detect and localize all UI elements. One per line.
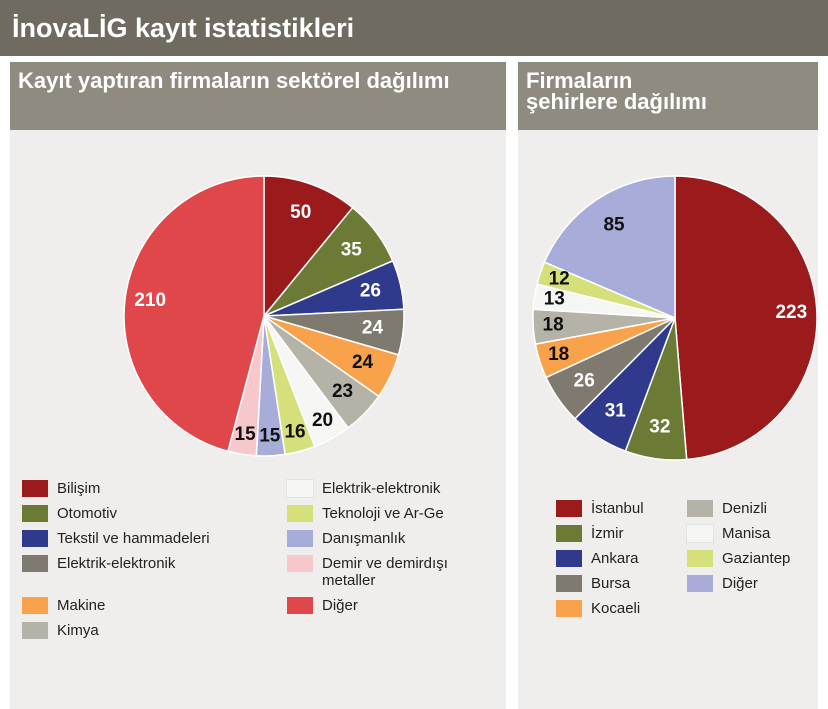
legend-label: Danışmanlık — [322, 530, 406, 547]
legend-swatch — [686, 524, 714, 543]
legend-item: Diğer — [687, 575, 827, 592]
legend-swatch — [22, 555, 48, 572]
data-label: 32 — [649, 417, 670, 438]
data-label: 85 — [603, 215, 625, 236]
legend-label: Otomotiv — [57, 505, 118, 522]
page-title: İnovaLİG kayıt istatistikleri — [0, 0, 828, 56]
legend-swatch — [287, 555, 313, 572]
legend-label: Teknoloji ve Ar-Ge — [322, 505, 444, 522]
data-label: 15 — [259, 425, 281, 446]
legend-item: Teknoloji ve Ar-Ge — [287, 505, 502, 522]
legend-label: Denizli — [722, 500, 768, 517]
chart-title: Kayıt yaptıran firmaların sektörel dağıl… — [10, 62, 506, 130]
legend-swatch — [287, 505, 313, 522]
legend-label: Kocaeli — [591, 600, 641, 617]
legend-label: Bursa — [591, 575, 631, 592]
legend-label: İzmir — [591, 525, 624, 542]
legend-label: Manisa — [722, 525, 771, 542]
legend-swatch — [687, 550, 713, 567]
legend-item: İstanbul — [556, 500, 687, 517]
legend: Bilişim Otomotiv Tekstil ve hammadeleri Ele… — [22, 479, 502, 639]
legend-item: Gaziantep — [687, 550, 827, 567]
legend-swatch — [687, 500, 713, 517]
legend-swatch — [22, 622, 48, 639]
pie-slice — [123, 175, 265, 453]
legend-item: Otomotiv — [22, 505, 287, 522]
legend-item: Bursa — [556, 575, 687, 592]
data-label: 15 — [235, 424, 257, 445]
legend-item: Bilişim — [22, 480, 287, 497]
legend-swatch — [287, 530, 313, 547]
data-label: 18 — [543, 315, 564, 336]
pie-slice — [263, 175, 354, 319]
legend-swatch — [22, 597, 48, 614]
legend-swatch — [22, 530, 48, 547]
pie-slice — [543, 175, 676, 320]
legend: İstanbul İzmir Ankara Bursa Kocaeli Denizli Ma… — [556, 500, 827, 617]
legend-swatch — [286, 479, 314, 498]
legend-swatch — [687, 575, 713, 592]
legend-label: Diğer — [722, 575, 758, 592]
data-label: 26 — [360, 281, 381, 302]
legend-label: Makine — [57, 597, 106, 614]
data-label: 223 — [775, 302, 807, 323]
legend-swatch — [556, 575, 582, 592]
data-label: 35 — [341, 239, 363, 260]
data-label: 13 — [544, 289, 565, 310]
data-label: 26 — [574, 371, 595, 392]
data-label: 18 — [548, 344, 569, 365]
legend-label: Diğer — [322, 597, 358, 614]
data-label: 31 — [605, 400, 627, 421]
data-label: 24 — [352, 352, 374, 373]
legend-item: Diğer — [287, 597, 502, 614]
data-label: 50 — [290, 202, 311, 223]
legend-item: Elektrik-elektronik — [286, 479, 502, 498]
legend-item: Demir ve demirdışı metaller — [287, 555, 502, 589]
legend-item: Danışmanlık — [287, 530, 502, 547]
chart-title: Firmaların şehirlere dağılımı — [518, 62, 818, 130]
legend-label: Elektrik-elektronik — [57, 555, 176, 572]
legend-label: Kimya — [57, 622, 99, 639]
legend-swatch — [556, 600, 582, 617]
legend-swatch — [22, 505, 48, 522]
data-label: 24 — [362, 318, 384, 339]
data-label: 20 — [312, 410, 333, 431]
legend-label: Demir ve demirdışı metaller — [322, 555, 448, 589]
legend-label: Elektrik-elektronik — [322, 480, 441, 497]
legend-item: Kocaeli — [556, 600, 687, 617]
legend-swatch — [556, 550, 582, 567]
pie-slice — [674, 175, 818, 461]
legend-swatch — [556, 525, 582, 542]
legend-swatch — [287, 597, 313, 614]
legend-label: İstanbul — [591, 500, 644, 517]
legend-item: Kimya — [22, 622, 287, 639]
data-label: 23 — [332, 381, 353, 402]
data-label: 16 — [284, 421, 305, 442]
legend-swatch — [556, 500, 582, 517]
legend-item: Elektrik-elektronik — [22, 555, 287, 589]
legend-item: Denizli — [687, 500, 827, 517]
legend-label: Bilişim — [57, 480, 101, 497]
legend-swatch — [22, 480, 48, 497]
legend-item: Ankara — [556, 550, 687, 567]
legend-label: Gaziantep — [722, 550, 791, 567]
legend-label: Ankara — [591, 550, 639, 567]
legend-item: Manisa — [686, 524, 827, 543]
legend-label: Tekstil ve hammadeleri — [57, 530, 210, 547]
legend-item: Makine — [22, 597, 287, 614]
data-label: 210 — [134, 290, 166, 311]
legend-item: İzmir — [556, 525, 687, 542]
data-label: 12 — [549, 268, 570, 289]
legend-item: Tekstil ve hammadeleri — [22, 530, 287, 547]
